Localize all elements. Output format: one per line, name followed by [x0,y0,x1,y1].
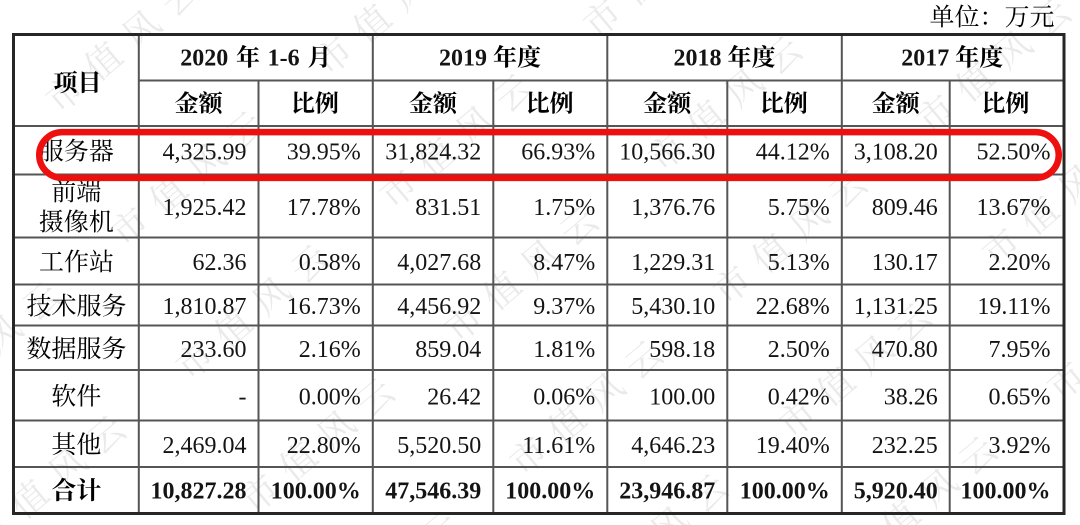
svg-text:22.80%: 22.80% [287,433,361,459]
svg-text:470.80: 470.80 [872,337,938,363]
svg-text:4,646.23: 4,646.23 [631,433,715,459]
svg-text:0.65%: 0.65% [989,384,1051,410]
svg-text:1.81%: 1.81% [533,337,595,363]
svg-text:1,925.42: 1,925.42 [163,195,247,221]
svg-text:8.47%: 8.47% [533,250,595,276]
svg-text:1,376.76: 1,376.76 [631,195,715,221]
svg-text:233.60: 233.60 [181,337,247,363]
svg-text:10,566.30: 10,566.30 [619,139,715,165]
svg-text:0.00%: 0.00% [299,384,361,410]
svg-text:47,546.39: 47,546.39 [385,479,481,505]
svg-text:22.68%: 22.68% [756,294,830,320]
svg-text:2020: 2020 [180,46,228,72]
svg-text:62.36: 62.36 [193,250,247,276]
svg-text:39.95%: 39.95% [287,139,361,165]
svg-text:5.75%: 5.75% [768,195,830,221]
svg-text:-: - [239,384,247,410]
svg-text:859.04: 859.04 [415,337,481,363]
svg-text:2,469.04: 2,469.04 [163,433,247,459]
svg-text:38.26: 38.26 [884,384,938,410]
svg-text:2019: 2019 [439,46,487,72]
svg-text:17.78%: 17.78% [287,195,361,221]
svg-text:100.00%: 100.00% [740,479,830,505]
svg-text:2.50%: 2.50% [768,337,830,363]
svg-text:16.73%: 16.73% [287,294,361,320]
svg-text:2018: 2018 [674,46,722,72]
svg-text:1,229.31: 1,229.31 [631,250,715,276]
svg-text:31,824.32: 31,824.32 [385,139,481,165]
svg-text:4,325.99: 4,325.99 [163,139,247,165]
svg-text:809.46: 809.46 [872,195,938,221]
svg-text:1-6: 1-6 [268,46,300,72]
svg-text:100.00%: 100.00% [961,479,1051,505]
svg-text:5,920.40: 5,920.40 [854,479,938,505]
svg-text:4,027.68: 4,027.68 [397,250,481,276]
svg-text:831.51: 831.51 [415,195,481,221]
svg-text:52.50%: 52.50% [977,139,1051,165]
svg-text:7.95%: 7.95% [989,337,1051,363]
svg-text:10,827.28: 10,827.28 [151,479,247,505]
svg-text:5,520.50: 5,520.50 [397,433,481,459]
svg-text:0.42%: 0.42% [768,384,830,410]
svg-text:232.25: 232.25 [872,433,938,459]
svg-text:2.20%: 2.20% [989,250,1051,276]
svg-text:100.00%: 100.00% [271,479,361,505]
svg-text:26.42: 26.42 [427,384,481,410]
svg-text:0.06%: 0.06% [533,384,595,410]
svg-text:3.92%: 3.92% [989,433,1051,459]
svg-text:4,456.92: 4,456.92 [397,294,481,320]
svg-text:19.11%: 19.11% [977,294,1050,320]
svg-text:23,946.87: 23,946.87 [619,479,715,505]
svg-text:66.93%: 66.93% [521,139,595,165]
svg-text:5.13%: 5.13% [768,250,830,276]
svg-text:100.00%: 100.00% [505,479,595,505]
svg-text:19.40%: 19.40% [756,433,830,459]
svg-text:44.12%: 44.12% [756,139,830,165]
svg-text:1,131.25: 1,131.25 [854,294,938,320]
svg-text:2017: 2017 [901,46,949,72]
svg-text:130.17: 130.17 [872,250,938,276]
svg-text:3,108.20: 3,108.20 [854,139,938,165]
svg-text:598.18: 598.18 [649,337,715,363]
svg-text:0.58%: 0.58% [299,250,361,276]
svg-text:13.67%: 13.67% [977,195,1051,221]
svg-text:2.16%: 2.16% [299,337,361,363]
svg-text:9.37%: 9.37% [533,294,595,320]
svg-text:5,430.10: 5,430.10 [631,294,715,320]
svg-text:100.00: 100.00 [649,384,715,410]
svg-text:1,810.87: 1,810.87 [163,294,247,320]
svg-text:1.75%: 1.75% [533,195,595,221]
svg-text:11.61%: 11.61% [522,433,595,459]
